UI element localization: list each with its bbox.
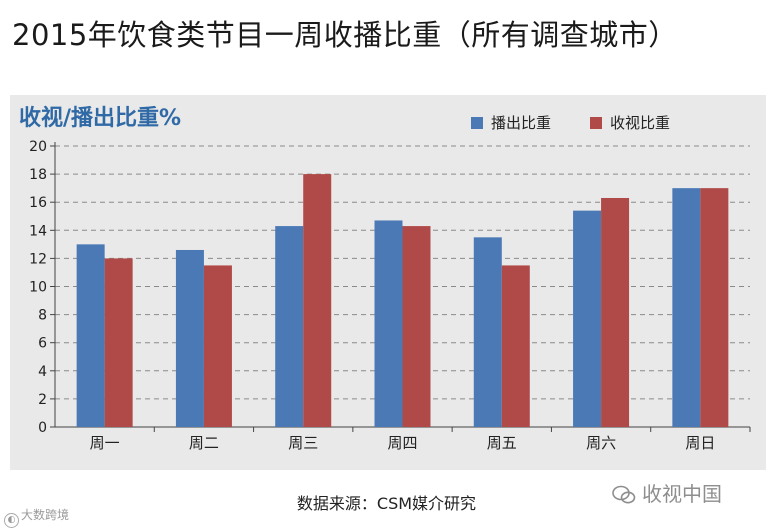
legend-swatch <box>590 117 602 129</box>
x-tick-label: 周五 <box>487 434 517 452</box>
x-tick-label: 周二 <box>189 434 219 452</box>
bar-broadcast <box>374 220 403 427</box>
legend-label: 收视比重 <box>610 114 670 132</box>
y-tick-label: 14 <box>29 223 47 239</box>
y-tick-label: 16 <box>29 195 47 211</box>
bar-viewing <box>104 258 133 427</box>
bar-broadcast <box>275 226 304 427</box>
y-tick-label: 4 <box>38 364 47 380</box>
bar-viewing <box>501 265 530 427</box>
bar-viewing <box>700 188 729 427</box>
x-tick-label: 周六 <box>586 434 616 452</box>
y-tick-label: 0 <box>38 420 47 436</box>
chart-title: 收视/播出比重% <box>19 105 181 131</box>
y-tick-label: 10 <box>29 280 47 296</box>
y-tick-label: 6 <box>38 336 47 352</box>
bar-viewing <box>303 174 332 427</box>
legend-label: 播出比重 <box>491 114 551 132</box>
wechat-icon <box>612 485 636 504</box>
y-tick-label: 2 <box>38 392 47 408</box>
bar-viewing <box>402 226 431 427</box>
bar-broadcast <box>175 249 204 427</box>
bar-broadcast <box>672 188 701 427</box>
bar-broadcast <box>473 237 502 427</box>
legend-swatch <box>471 117 483 129</box>
y-tick-label: 8 <box>38 308 47 324</box>
chart-panel: 收视/播出比重% 0 2 4 6 8 10 12 14 16 18 20 周一 周二 周三 周四 周五 周六 周日 播… <box>10 95 766 470</box>
y-tick-label: 18 <box>29 167 47 183</box>
page-title: 2015年饮食类节目一周收播比重（所有调查城市） <box>12 18 678 52</box>
y-tick-label: 12 <box>29 251 47 267</box>
x-tick-label: 周一 <box>90 434 120 452</box>
bar-broadcast <box>573 210 602 427</box>
x-tick-label: 周四 <box>387 434 417 452</box>
bar-viewing <box>601 197 630 427</box>
bar-broadcast <box>76 244 105 427</box>
bar-viewing <box>203 265 232 427</box>
x-tick-label: 周三 <box>288 434 318 452</box>
bar-chart: 收视/播出比重% 0 2 4 6 8 10 12 14 16 18 20 周一 周二 周三 周四 周五 周六 周日 播… <box>19 105 751 452</box>
watermark-right: 收视中国 <box>612 478 722 507</box>
watermark-left-text: 大数跨境 <box>21 508 70 522</box>
watermark-left: ◐ 大数跨境 <box>4 506 69 528</box>
y-tick-label: 20 <box>29 139 47 155</box>
x-tick-label: 周日 <box>685 434 715 452</box>
data-source: 数据来源：CSM媒介研究 <box>296 494 477 513</box>
watermark-logo-icon: ◐ <box>4 513 19 528</box>
watermark-right-text: 收视中国 <box>642 482 722 506</box>
